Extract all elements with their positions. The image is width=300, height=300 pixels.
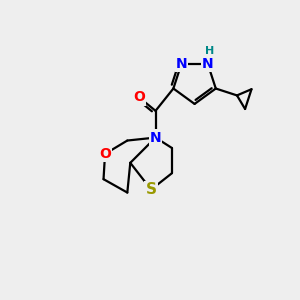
Text: O: O (133, 90, 145, 104)
Text: N: N (202, 57, 214, 70)
Text: O: O (99, 147, 111, 161)
Text: N: N (150, 130, 161, 145)
Text: N: N (176, 57, 187, 70)
Text: H: H (205, 46, 214, 56)
Text: S: S (146, 182, 157, 197)
